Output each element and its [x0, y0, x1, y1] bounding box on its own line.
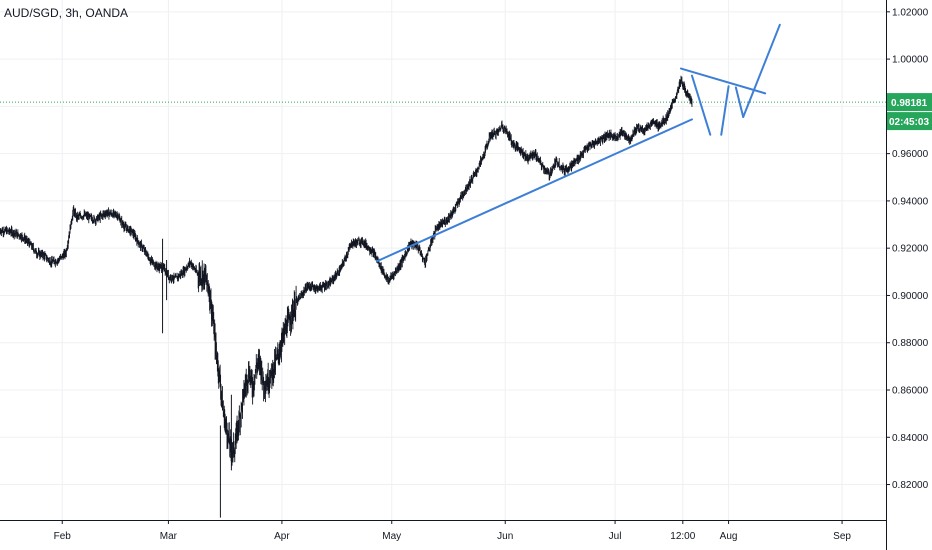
time-tick-label: Jul: [609, 531, 622, 542]
time-tick-label: Apr: [274, 531, 290, 542]
time-tick-label: 12:00: [670, 531, 695, 542]
price-tick-label: 0.90000: [892, 291, 929, 302]
time-tick-label: Feb: [54, 531, 72, 542]
price-tick-label: 0.92000: [892, 244, 929, 255]
countdown-badge: [887, 112, 932, 131]
time-axis-background: [0, 520, 886, 550]
price-tick-label: 0.88000: [892, 338, 929, 349]
time-tick-label: Sep: [833, 531, 851, 542]
price-tick-label: 0.86000: [892, 386, 929, 397]
trendline: [690, 74, 712, 136]
symbol-title: AUD/SGD, 3h, OANDA: [4, 6, 129, 20]
last-price-label: 0.98181: [891, 98, 928, 109]
price-badges: 0.98181 02:45:03: [887, 93, 932, 131]
price-series: [0, 75, 693, 518]
time-tick-label: Jun: [497, 531, 513, 542]
time-tick-label: Mar: [160, 531, 178, 542]
time-axis[interactable]: Feb Mar Apr May Jun Jul 12:00 Aug Sep: [0, 520, 886, 550]
trendline: [734, 86, 745, 118]
trendline-drawings[interactable]: [376, 23, 781, 263]
price-tick-label: 0.94000: [892, 196, 929, 207]
trendline: [376, 118, 693, 263]
time-tick-label: May: [382, 531, 401, 542]
trendline: [679, 67, 767, 95]
price-tick-label: 0.84000: [892, 433, 929, 444]
price-tick-label: 1.02000: [892, 7, 929, 18]
price-tick-label: 0.96000: [892, 149, 929, 160]
trendline: [742, 23, 781, 118]
time-tick-label: Aug: [720, 531, 738, 542]
last-price-badge: [887, 93, 932, 112]
price-axis-background: [886, 0, 932, 550]
price-axis[interactable]: 1.020001.000000.980000.960000.940000.920…: [886, 0, 932, 550]
countdown-label: 02:45:03: [889, 117, 929, 128]
price-tick-label: 0.82000: [892, 480, 929, 491]
price-tick-label: 1.00000: [892, 55, 929, 66]
trendline: [720, 85, 730, 136]
chart-grid: [0, 0, 886, 520]
